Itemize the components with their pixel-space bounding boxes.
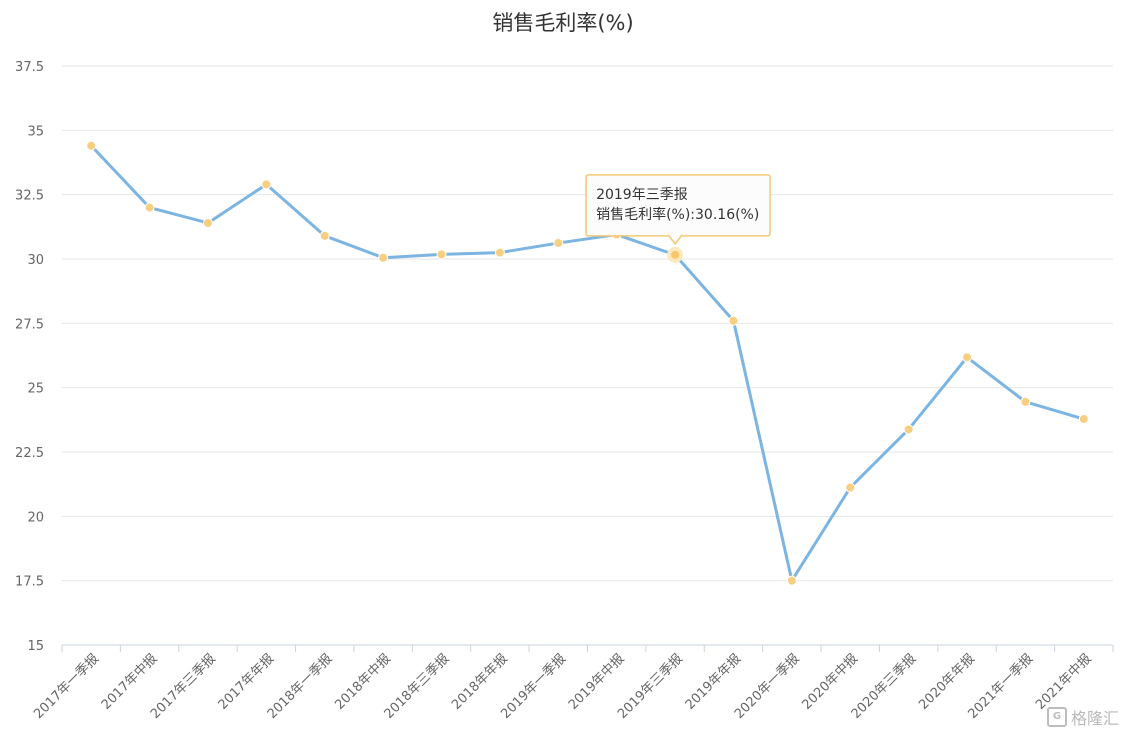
x-tick-label: 2020年年报 <box>916 651 978 713</box>
watermark-logo-icon: G <box>1046 707 1067 727</box>
data-point[interactable] <box>1020 396 1031 407</box>
x-tick-label: 2021年中报 <box>1033 651 1095 713</box>
data-point[interactable] <box>202 217 213 228</box>
tooltip-arrow <box>667 234 683 246</box>
data-point[interactable] <box>261 179 272 190</box>
data-point[interactable] <box>786 575 797 586</box>
y-tick-label: 32.5 <box>15 189 44 204</box>
data-point[interactable] <box>903 424 914 435</box>
x-tick-label: 2019年中报 <box>566 651 628 713</box>
x-tick-label: 2017年一季报 <box>31 651 102 722</box>
data-point[interactable] <box>667 246 684 263</box>
y-tick-label: 30 <box>27 253 44 268</box>
y-tick-label: 27.5 <box>15 317 44 332</box>
x-axis: 2017年一季报2017年中报2017年三季报2017年年报2018年一季报20… <box>31 644 1114 722</box>
y-tick-label: 37.5 <box>15 60 44 75</box>
x-tick-label: 2019年年报 <box>683 651 745 713</box>
data-point[interactable] <box>728 315 739 326</box>
x-tick-label: 2020年中报 <box>799 651 861 713</box>
watermark: G 格隆汇 <box>1046 705 1119 729</box>
data-point[interactable] <box>378 252 389 263</box>
data-point[interactable] <box>144 202 155 213</box>
chart-title: 销售毛利率(%) <box>492 11 633 35</box>
x-tick-label: 2018年年报 <box>449 651 511 713</box>
y-tick-label: 17.5 <box>15 575 44 590</box>
data-point[interactable] <box>494 247 505 258</box>
tooltip-title: 2019年三季报 <box>596 187 688 203</box>
watermark-text: 格隆汇 <box>1070 709 1119 728</box>
y-tick-label: 20 <box>27 510 44 525</box>
y-tick-label: 15 <box>27 639 44 654</box>
x-tick-label: 2018年中报 <box>332 651 394 713</box>
y-tick-label: 22.5 <box>15 446 44 461</box>
grid-lines <box>62 65 1113 582</box>
x-tick-label: 2017年中报 <box>99 651 161 713</box>
tooltip-value: 销售毛利率(%):30.16(%) <box>596 206 759 223</box>
x-tick-label: 2017年年报 <box>216 651 278 713</box>
data-point[interactable] <box>1078 414 1089 425</box>
series-line <box>90 144 1085 583</box>
data-point[interactable] <box>962 352 973 363</box>
data-point[interactable] <box>319 230 330 241</box>
y-tick-label: 35 <box>27 124 44 139</box>
y-axis-ticks: 15 17.5 20 22.5 25 27.5 30 32.5 35 37.5 <box>15 60 44 654</box>
y-tick-label: 25 <box>27 382 44 397</box>
tooltip-box <box>585 174 771 237</box>
data-point[interactable] <box>553 238 564 249</box>
data-point[interactable] <box>845 482 856 493</box>
data-point[interactable] <box>86 140 97 151</box>
data-point[interactable] <box>436 249 447 260</box>
